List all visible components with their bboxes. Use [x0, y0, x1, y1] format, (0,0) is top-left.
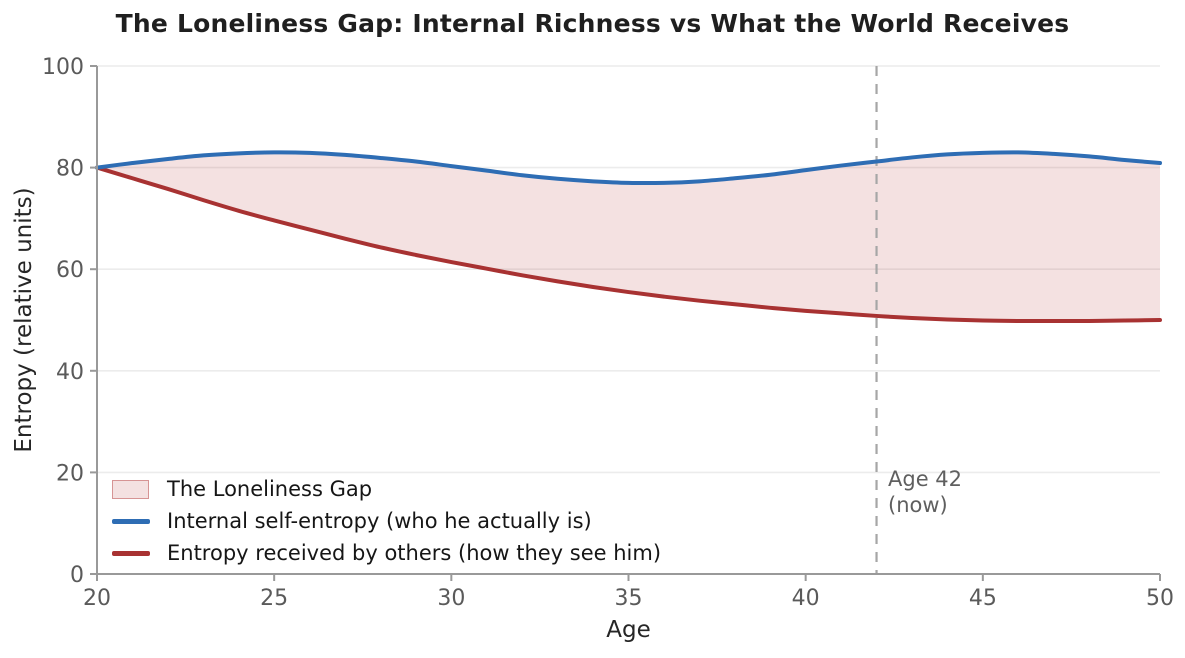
vline-annotation: Age 42 (now)	[888, 466, 962, 518]
legend-item: Internal self-entropy (who he actually i…	[112, 509, 661, 533]
y-axis-label: Entropy (relative units)	[11, 187, 37, 453]
x-tick-label: 30	[437, 586, 465, 611]
y-tick-label: 0	[70, 563, 84, 588]
loneliness-gap-area	[97, 152, 1160, 322]
x-tick-label: 50	[1146, 586, 1174, 611]
legend-item-label: Internal self-entropy (who he actually i…	[167, 509, 592, 533]
y-tick-label: 40	[56, 360, 84, 385]
vline-annotation-line2: (now)	[888, 493, 948, 517]
legend-item: Entropy received by others (how they see…	[112, 541, 661, 565]
x-axis-label: Age	[606, 617, 651, 643]
legend-item: The Loneliness Gap	[112, 477, 661, 501]
y-tick-label: 20	[56, 461, 84, 486]
legend-item-label: The Loneliness Gap	[167, 477, 373, 501]
received-entropy-line	[95, 165, 1162, 324]
internal-line-swatch	[112, 518, 150, 524]
y-tick-label: 80	[56, 157, 84, 182]
internal-entropy-line	[95, 150, 1162, 186]
chart-title: The Loneliness Gap: Internal Richness vs…	[115, 9, 1070, 38]
y-tick-label: 60	[56, 258, 84, 283]
received-line-swatch	[112, 550, 150, 556]
x-tick-label: 35	[615, 586, 643, 611]
legend-item-label: Entropy received by others (how they see…	[167, 541, 662, 565]
gap-patch-swatch	[112, 479, 149, 499]
x-tick-label: 20	[83, 586, 111, 611]
vline-annotation-line1: Age 42	[888, 467, 963, 491]
x-tick-label: 45	[969, 586, 997, 611]
y-tick-label: 100	[42, 55, 84, 80]
x-tick-label: 25	[260, 586, 288, 611]
x-tick-label: 40	[792, 586, 820, 611]
legend: The Loneliness Gap Internal self-entropy …	[112, 477, 661, 565]
